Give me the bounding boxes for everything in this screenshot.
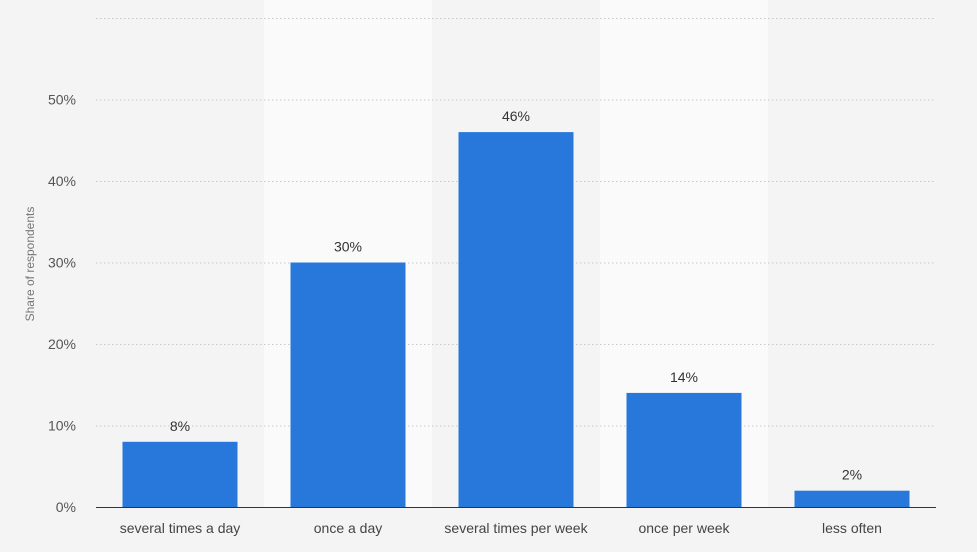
bar <box>290 262 406 507</box>
y-axis-title: Share of respondents <box>23 207 37 322</box>
x-category-label: once a day <box>314 520 383 536</box>
bar <box>122 441 238 507</box>
x-category-label: several times per week <box>444 520 588 536</box>
bar <box>794 490 910 507</box>
bar <box>458 132 574 507</box>
data-label: 30% <box>334 239 362 255</box>
x-category-label: several times a day <box>120 520 241 536</box>
data-label: 8% <box>170 418 190 434</box>
y-tick-label: 20% <box>48 336 76 352</box>
x-category-label: once per week <box>638 520 730 536</box>
bar <box>626 392 742 507</box>
data-label: 2% <box>842 467 862 483</box>
data-labels: 8% 30% 46% 14% 2% <box>170 108 862 483</box>
y-tick-label: 0% <box>56 499 76 515</box>
y-tick-label: 40% <box>48 173 76 189</box>
data-label: 46% <box>502 108 530 124</box>
data-label: 14% <box>670 369 698 385</box>
y-tick-label: 10% <box>48 418 76 434</box>
bars <box>122 132 910 507</box>
y-tick-label: 50% <box>48 92 76 108</box>
x-axis-category-labels: several times a day once a day several tim… <box>120 520 882 536</box>
y-axis-tick-labels: 0% 10% 20% 30% 40% 50% <box>48 92 76 516</box>
y-tick-label: 30% <box>48 255 76 271</box>
x-category-label: less often <box>822 520 882 536</box>
